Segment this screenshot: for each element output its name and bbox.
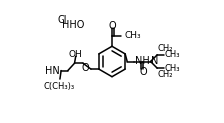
Text: HN: HN [45, 66, 60, 76]
Text: O: O [82, 63, 89, 74]
Text: C(CH₃)₃: C(CH₃)₃ [44, 82, 75, 91]
Text: HHO: HHO [62, 20, 84, 30]
Text: OH: OH [69, 50, 83, 59]
Text: N: N [151, 56, 159, 66]
Text: NH: NH [135, 56, 150, 66]
Text: ·: · [60, 14, 64, 27]
Text: CH₃: CH₃ [164, 64, 180, 73]
Text: O: O [109, 21, 116, 31]
Text: CH₂: CH₂ [158, 44, 173, 53]
Text: Cl: Cl [57, 15, 67, 25]
Text: O: O [139, 67, 147, 77]
Text: CH₂: CH₂ [158, 70, 173, 79]
Text: CH₃: CH₃ [164, 50, 180, 59]
Text: CH₃: CH₃ [124, 31, 141, 40]
